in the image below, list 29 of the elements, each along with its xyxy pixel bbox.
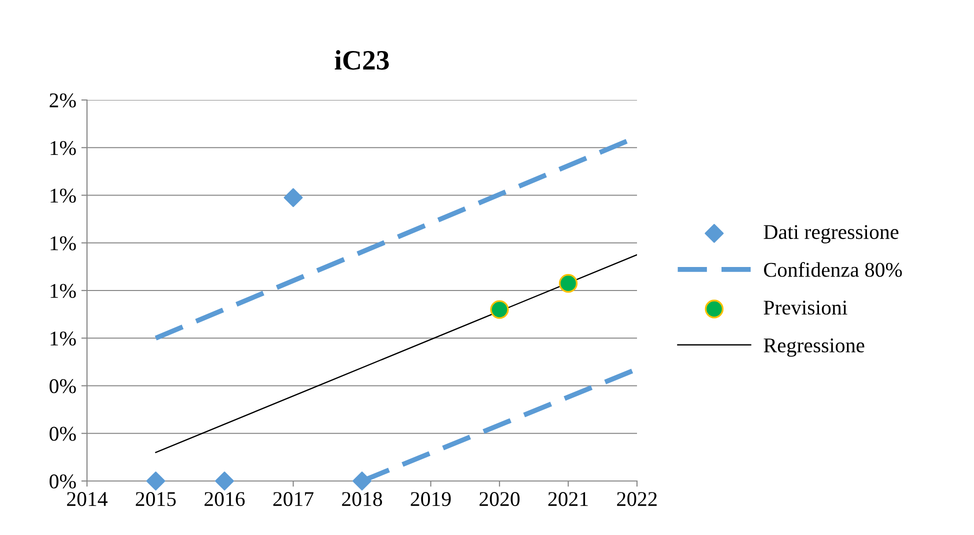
x-tick-label: 2021	[548, 492, 588, 506]
x-tick-label: 2022	[617, 492, 657, 506]
legend-label: Confidenza 80%	[764, 262, 902, 277]
y-tick-label: 1%	[50, 332, 76, 346]
legend-label: Regressione	[764, 338, 864, 357]
x-tick-label: 2018	[342, 492, 382, 506]
x-tick-label: 2015	[136, 492, 176, 506]
x-tick-label: 2019	[410, 492, 451, 506]
point	[558, 274, 578, 293]
point	[352, 472, 372, 490]
chart-title: iC23	[334, 50, 389, 70]
y-tick-label: 0%	[50, 379, 76, 394]
x-tick-label: 2017	[273, 492, 314, 506]
y-tick-label: 1%	[50, 188, 76, 203]
legend-label: Previsioni	[764, 300, 848, 315]
point	[146, 472, 166, 490]
x-tick-label: 2016	[204, 492, 245, 506]
y-tick-label: 1%	[50, 236, 76, 250]
point	[284, 188, 303, 208]
point	[215, 472, 234, 490]
y-tick-label: 2%	[50, 93, 76, 108]
y-tick-label: 1%	[50, 141, 76, 156]
legend-label: Dati regressione	[764, 225, 898, 244]
point	[490, 300, 509, 319]
y-tick-label: 0%	[50, 426, 76, 441]
x-tick-label: 2020	[480, 492, 520, 506]
y-tick-label: 1%	[50, 284, 76, 298]
y-tick-label: 0%	[50, 474, 76, 488]
x-tick-label: 2014	[67, 492, 108, 506]
